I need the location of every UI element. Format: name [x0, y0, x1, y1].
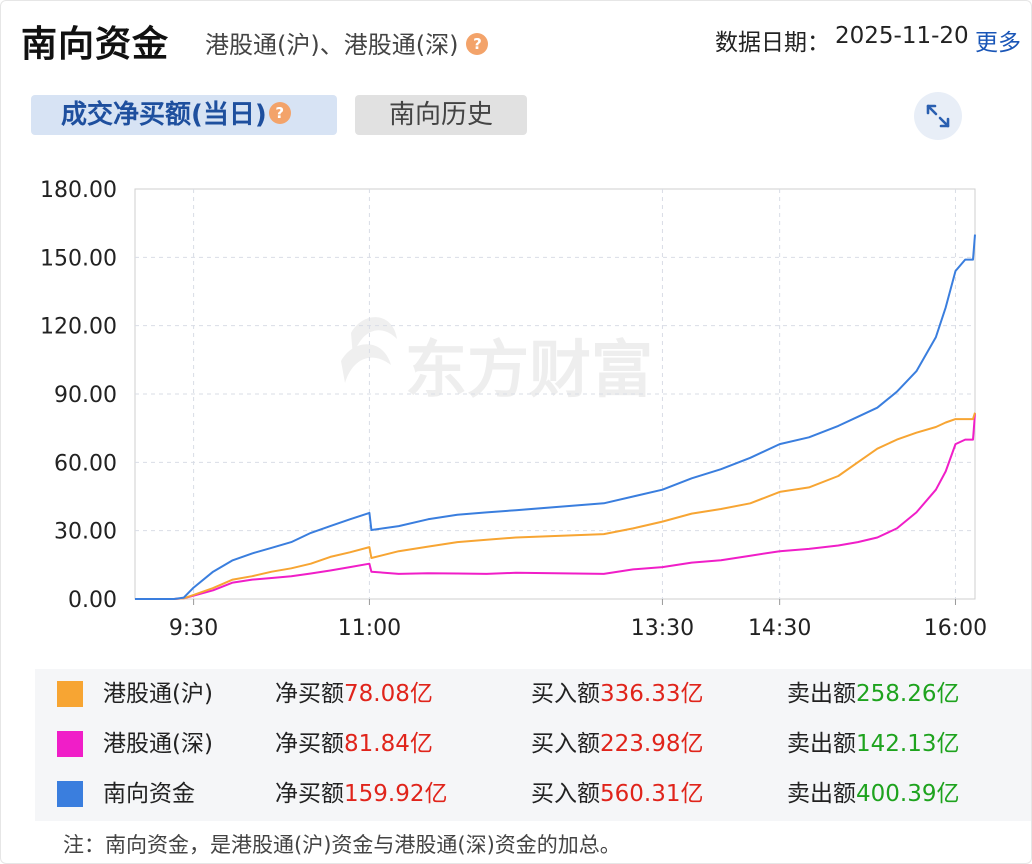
legend-buy: 买入额223.98亿 [531, 719, 703, 769]
legend-buy-value: 223.98亿 [600, 731, 704, 757]
legend-name: 港股通(深) [103, 731, 213, 757]
page-title: 南向资金 [21, 24, 170, 65]
legend-net-label: 净买额 [275, 731, 344, 757]
legend-buy-label: 买入额 [531, 781, 600, 807]
legend-sell-value: 258.26亿 [856, 681, 960, 707]
legend-sell-label: 卖出额 [787, 731, 856, 757]
legend-net-value: 78.08亿 [344, 681, 433, 707]
legend-net: 净买额81.84亿 [275, 719, 433, 769]
grid [134, 188, 976, 600]
series-line-0 [135, 412, 976, 600]
tab-net-buy-today-label: 成交净买额(当日) [61, 100, 267, 130]
legend-buy: 买入额336.33亿 [531, 669, 703, 719]
legend-net: 净买额159.92亿 [275, 769, 447, 819]
series-line-2 [135, 234, 976, 600]
expand-button[interactable] [914, 92, 962, 140]
tab-net-buy-today[interactable]: 成交净买额(当日)? [31, 95, 337, 135]
y-axis-ticks: 0.00 30.00 60.00 90.00 120.00 150.00 180.00 [40, 178, 117, 613]
tab-southbound-history[interactable]: 南向历史 [355, 95, 527, 135]
legend-sell: 卖出额258.26亿 [787, 669, 959, 719]
legend-sell-label: 卖出额 [787, 681, 856, 707]
legend-sell-value: 400.39亿 [856, 781, 960, 807]
header: 南向资金 港股通(沪)、港股通(深)? 数据日期： 2025-11-20 更多 [1, 1, 1031, 81]
y-tick-label: 120.00 [40, 315, 117, 340]
legend-buy-label: 买入额 [531, 731, 600, 757]
legend-buy-label: 买入额 [531, 681, 600, 707]
legend-sell: 卖出额142.13亿 [787, 719, 959, 769]
y-tick-label: 90.00 [54, 383, 117, 408]
legend-name: 港股通(沪) [103, 681, 213, 707]
legend-name: 南向资金 [103, 781, 195, 807]
x-tick-label: 16:00 [924, 616, 987, 641]
x-tick-label: 11:00 [338, 616, 401, 641]
help-icon[interactable]: ? [466, 33, 489, 55]
x-axis-ticks: 9:30 11:00 13:30 14:30 16:00 [169, 599, 987, 641]
legend-sell-value: 142.13亿 [856, 731, 960, 757]
legend-net-value: 159.92亿 [344, 781, 448, 807]
legend-swatch [57, 781, 83, 807]
series-lines [135, 234, 976, 600]
x-tick-label: 9:30 [169, 616, 218, 641]
watermark-text: 东方财富 [405, 333, 653, 406]
y-tick-label: 0.00 [68, 588, 117, 613]
watermark-logo: 东方财富 [341, 317, 653, 406]
legend-swatch [57, 681, 83, 707]
legend-net-value: 81.84亿 [344, 731, 433, 757]
tab-help-icon[interactable]: ? [268, 101, 291, 124]
date-label: 数据日期： [715, 30, 830, 56]
expand-icon [926, 104, 950, 128]
y-tick-label: 30.00 [54, 520, 117, 545]
legend-row-sh: 港股通(沪) 净买额78.08亿 买入额336.33亿 卖出额258.26亿 [35, 669, 1031, 719]
y-tick-label: 60.00 [54, 451, 117, 476]
legend-net-label: 净买额 [275, 781, 344, 807]
legend-buy-value: 336.33亿 [600, 681, 704, 707]
subtitle-text: 港股通(沪)、港股通(深) [205, 31, 459, 59]
legend-buy: 买入额560.31亿 [531, 769, 703, 819]
series-line-1 [135, 413, 976, 600]
more-link[interactable]: 更多 [975, 30, 1021, 56]
y-tick-label: 180.00 [40, 178, 117, 203]
x-tick-label: 13:30 [631, 616, 694, 641]
date-value: 2025-11-20 [835, 23, 969, 49]
subtitle: 港股通(沪)、港股通(深)? [205, 25, 489, 60]
net-buy-chart: 东方财富 0.00 30.00 60.00 90.00 120.00 150.00 180.… [40, 178, 987, 641]
legend-net-label: 净买额 [275, 681, 344, 707]
x-tick-label: 14:30 [748, 616, 811, 641]
legend-sell: 卖出额400.39亿 [787, 769, 959, 819]
legend-swatch [57, 731, 83, 757]
legend-sell-label: 卖出额 [787, 781, 856, 807]
y-tick-label: 150.00 [40, 246, 117, 271]
legend-buy-value: 560.31亿 [600, 781, 704, 807]
legend-net: 净买额78.08亿 [275, 669, 433, 719]
legend-table: 港股通(沪) 净买额78.08亿 买入额336.33亿 卖出额258.26亿 港… [35, 669, 1031, 821]
legend-row-south: 南向资金 净买额159.92亿 买入额560.31亿 卖出额400.39亿 [35, 769, 1031, 819]
legend-row-sz: 港股通(深) 净买额81.84亿 买入额223.98亿 卖出额142.13亿 [35, 719, 1031, 769]
footnote: 注：南向资金，是港股通(沪)资金与港股通(深)资金的加总。 [63, 833, 621, 857]
